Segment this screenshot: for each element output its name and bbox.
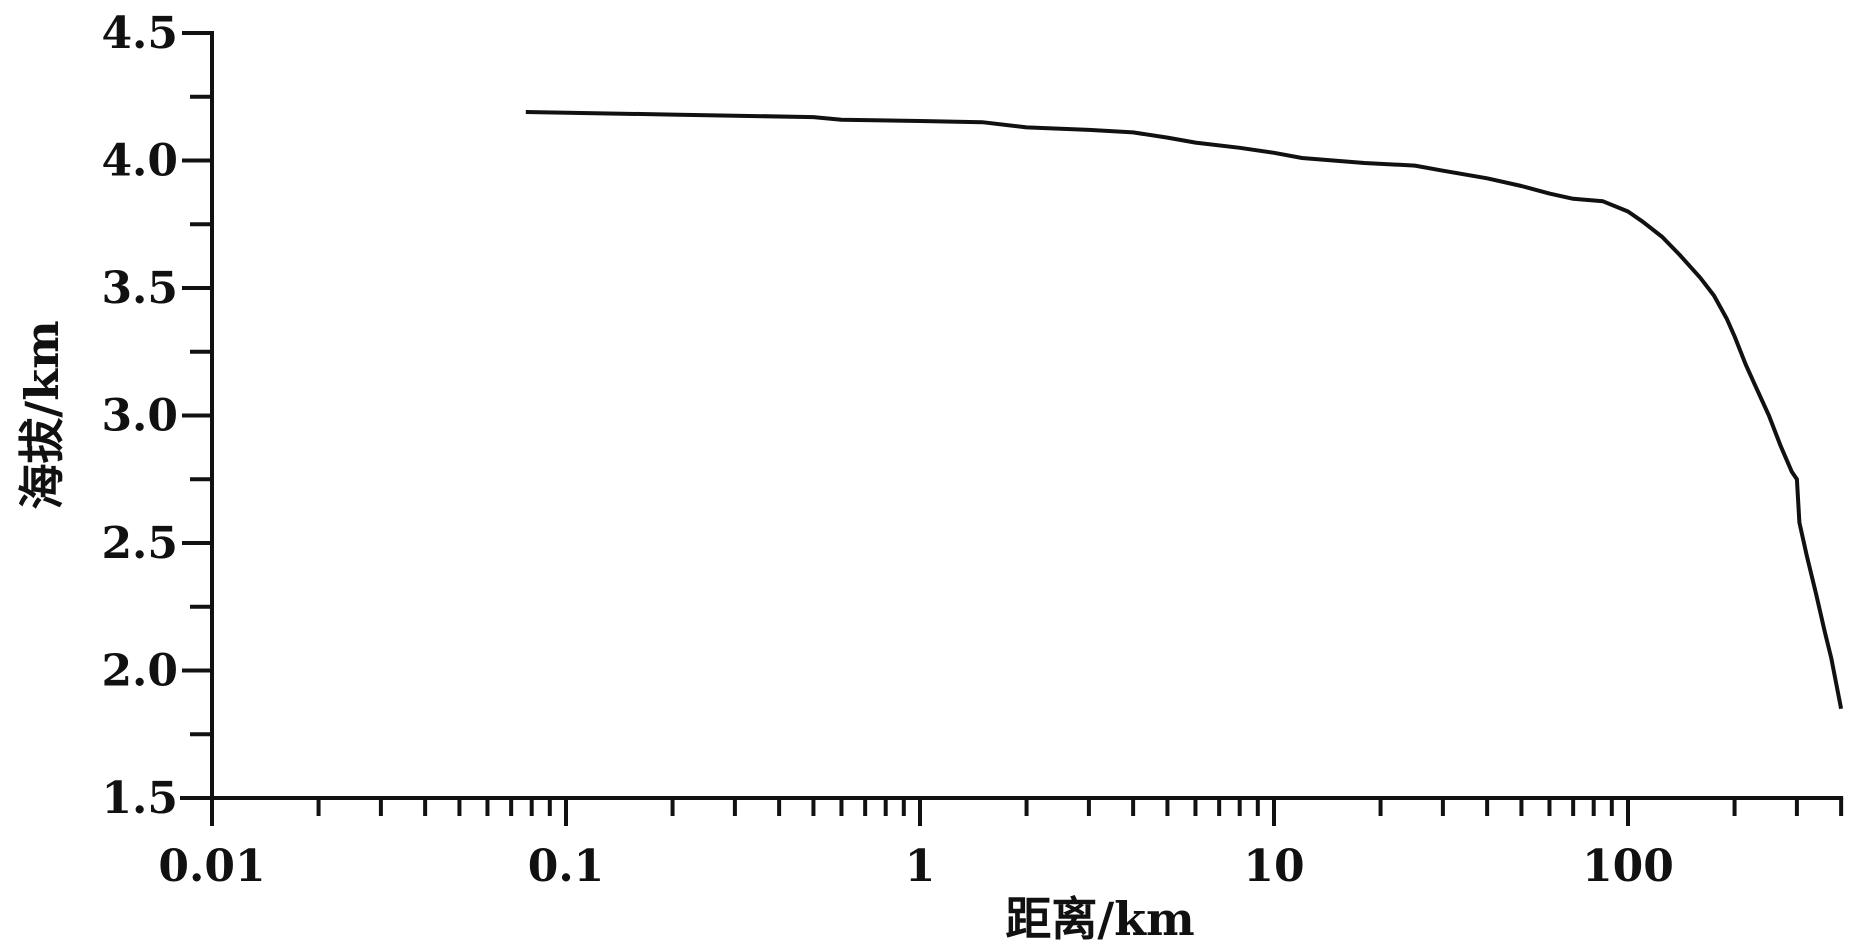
- series-line: [525, 110, 1844, 710]
- x-axis-label: 距离/km: [1005, 892, 1194, 946]
- x-tick-label: 100: [1582, 841, 1674, 892]
- x-tick-label: 10: [1243, 841, 1304, 892]
- y-tick-label: 4.0: [101, 136, 178, 187]
- y-axis-label: 海拔/km: [15, 320, 69, 509]
- y-tick-label: 1.5: [101, 773, 178, 824]
- y-tick-label: 3.5: [101, 263, 178, 314]
- y-tick-label: 4.5: [101, 8, 178, 59]
- x-tick-label: 0.01: [158, 841, 265, 892]
- axes: 1.5 2.0 2.5 3.0 3.5 4.0 4.5 0.01 0.1 1 10 100: [101, 8, 1844, 892]
- y-tick-label: 3.0: [101, 391, 178, 442]
- y-tick-label: 2.5: [101, 518, 178, 569]
- x-tick-label: 0.1: [528, 841, 605, 892]
- x-tick-label: 1: [905, 841, 936, 892]
- y-tick-label: 2.0: [101, 646, 178, 697]
